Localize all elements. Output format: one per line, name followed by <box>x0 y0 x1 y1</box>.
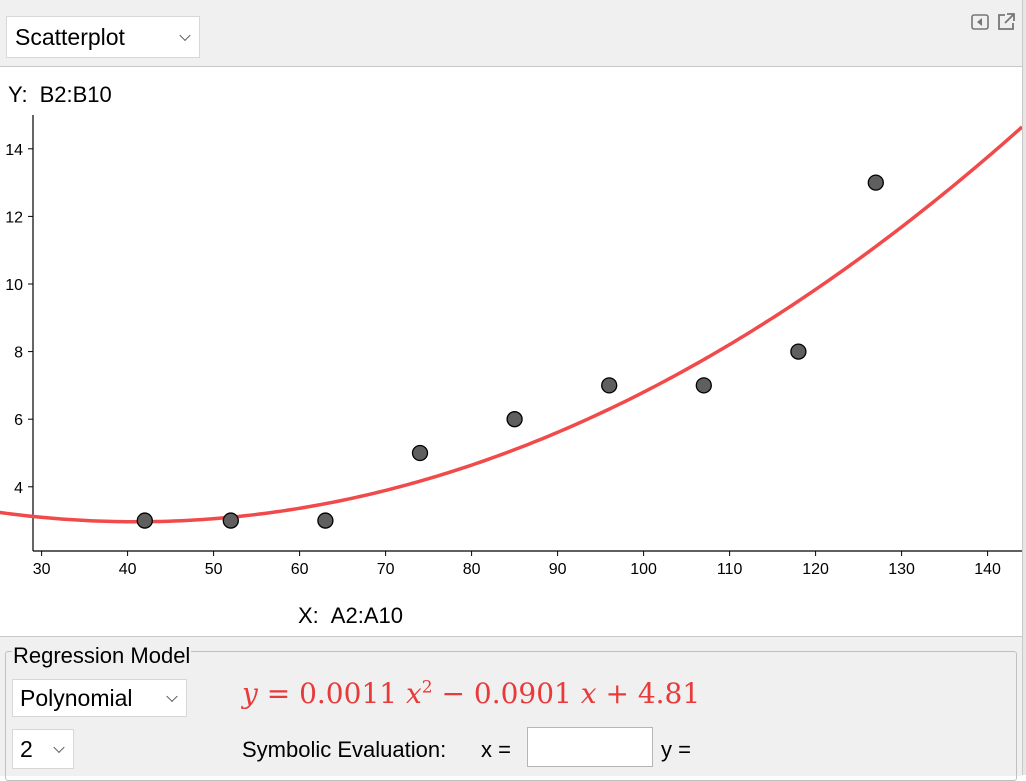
chart-type-value: Scatterplot <box>15 23 125 50</box>
equation-coef-a: 0.0011 <box>299 677 398 710</box>
symbolic-evaluation-label: Symbolic Evaluation: <box>242 737 447 762</box>
x-tick-label: 80 <box>463 561 481 578</box>
equation-exponent: 2 <box>421 677 433 698</box>
pop-out-icon[interactable] <box>996 12 1016 32</box>
x-eval-label: x = <box>481 737 511 762</box>
panel-divider[interactable] <box>1022 0 1026 775</box>
scatterplot-chart: 30 40 50 60 70 80 90 100 110 120 130 140 4 6 8 10 12 14 <box>0 115 1022 578</box>
x-tick-label: 30 <box>33 561 51 578</box>
data-point <box>790 343 807 360</box>
y-tick-label: 14 <box>5 142 23 159</box>
x-tick-label: 60 <box>291 561 309 578</box>
data-point <box>506 411 523 428</box>
x-eval-input[interactable] <box>527 727 653 767</box>
plot-panel <box>0 67 1022 635</box>
chevron-down-icon <box>53 741 65 754</box>
x-variable-label: X: A2:A10 <box>298 603 403 629</box>
y-variable-prefix: Y: <box>8 82 28 107</box>
x-tick-label: 100 <box>630 561 657 578</box>
x-tick-label: 90 <box>549 561 567 578</box>
chart-type-dropdown[interactable]: Scatterplot <box>6 16 200 58</box>
x-tick-label: 50 <box>205 561 223 578</box>
y-variable-range: B2:B10 <box>39 82 112 107</box>
y-tick-label: 10 <box>5 277 23 294</box>
regression-curve <box>0 125 1022 524</box>
top-toolbar: Scatterplot <box>0 0 1022 67</box>
x-tick-label: 70 <box>377 561 395 578</box>
equation-equals: = <box>257 677 300 710</box>
x-variable-prefix: X: <box>298 603 319 628</box>
data-point <box>867 174 884 191</box>
data-point <box>695 377 712 394</box>
y-tick-label: 4 <box>14 480 23 497</box>
equation-coef-b: 0.0901 <box>473 677 572 710</box>
polynomial-degree-value: 2 <box>20 735 33 762</box>
y-tick-label: 8 <box>14 345 23 362</box>
data-point <box>222 512 239 529</box>
y-tick-label: 12 <box>5 209 23 226</box>
y-eval-label: y = <box>661 737 691 762</box>
regression-model-title: Regression Model <box>12 643 192 669</box>
equation-lhs: y <box>242 677 258 710</box>
equation-x: x <box>580 677 597 710</box>
regression-model-value: Polynomial <box>20 684 133 711</box>
y-variable-label: Y: B2:B10 <box>8 82 112 108</box>
equation-x-squared: x <box>405 677 422 710</box>
equation-plus: + <box>596 677 638 710</box>
y-tick-label: 6 <box>14 412 23 429</box>
x-tick-label: 120 <box>802 561 829 578</box>
equation-constant: 4.81 <box>637 677 701 710</box>
data-point <box>317 512 334 529</box>
regression-equation: y = 0.0011 x2 − 0.0901 x + 4.81 <box>242 677 700 710</box>
data-point <box>601 377 618 394</box>
equation-minus: − <box>432 677 474 710</box>
regression-panel: Regression Model Polynomial 2 y = 0.0011… <box>0 636 1022 781</box>
x-tick-label: 40 <box>119 561 137 578</box>
data-point <box>136 512 153 529</box>
toggle-panel-icon[interactable] <box>970 12 990 32</box>
chevron-down-icon <box>179 29 191 42</box>
polynomial-degree-dropdown[interactable]: 2 <box>12 729 74 769</box>
x-variable-range: A2:A10 <box>330 603 403 628</box>
regression-model-dropdown[interactable]: Polynomial <box>12 679 187 717</box>
x-tick-label: 140 <box>974 561 1001 578</box>
data-point <box>411 444 429 462</box>
chevron-down-icon <box>166 690 178 703</box>
x-tick-label: 110 <box>717 561 743 578</box>
x-tick-label: 130 <box>888 561 915 578</box>
